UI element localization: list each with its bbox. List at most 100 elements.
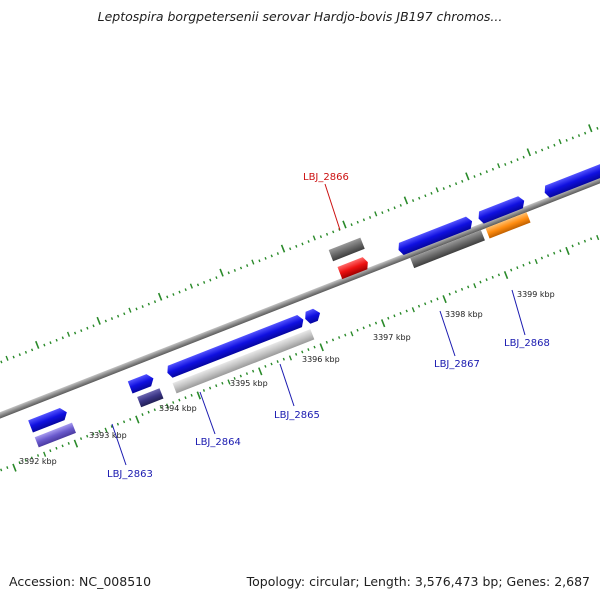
tick-mark [522,263,525,267]
tick-mark [215,276,218,280]
gene-label-lbj-2864[interactable]: LBJ_2864 [195,437,241,448]
tick-mark [485,170,488,174]
tick-mark [270,254,273,258]
tick-mark [203,281,206,284]
tick-mark [307,240,310,243]
tick-mark [12,355,15,359]
tick-mark [276,360,279,363]
tick-mark [159,405,163,409]
tick-mark [110,425,113,429]
gene-left-edge-lavender-bar [34,422,76,448]
gene-lbj-2868-orange-bar [485,212,531,239]
tick-mark [153,300,157,304]
tick-mark [196,283,200,287]
tick-mark [510,160,513,164]
tick-mark [307,348,310,351]
tick-mark [288,355,292,361]
tick-mark [417,304,421,308]
scale-label-3396: 3396 kbp [302,355,340,364]
tick-mark [454,290,457,294]
tick-mark [399,311,402,315]
tick-mark [577,134,581,137]
gene-lbj-2863-arrow [127,374,154,394]
tick-mark [86,434,89,438]
tick-mark [424,194,427,198]
gene-lbj-2867-gray-bar [410,230,485,269]
tick-mark [534,259,538,265]
tick-mark [497,163,501,169]
gene-label-lbj-2865[interactable]: LBJ_2865 [274,410,320,421]
tick-mark [264,364,267,368]
tick-mark [558,139,562,145]
tick-mark [196,391,202,400]
gene-label-lbj-2867[interactable]: LBJ_2867 [434,359,480,370]
tick-mark [258,259,261,263]
tick-mark [295,352,298,356]
tick-mark [448,184,452,188]
tick-mark [295,244,298,248]
gene-label-lbj-2863[interactable]: LBJ_2863 [107,469,153,480]
callout-line-lbj-2868 [511,289,526,336]
callout-line-lbj-2864 [199,391,216,435]
map-title: Leptospira borgpetersenii serovar Hardjo… [97,9,503,24]
tick-mark [202,389,206,392]
tick-mark [526,148,532,157]
tick-mark [479,280,482,284]
tick-mark [61,444,64,448]
tick-mark [559,249,562,253]
gene-lbj-2863-navy-box [137,388,164,408]
tick-mark [0,360,3,364]
tick-mark [251,369,255,373]
tick-mark [565,246,570,255]
tick-mark [178,290,181,294]
tick-mark [92,324,95,328]
tick-mark [219,268,224,277]
tick-mark [258,367,263,376]
tick-mark [479,172,482,176]
tick-mark [473,175,476,178]
scale-label-3395: 3395 kbp [230,379,268,388]
tick-mark [122,420,126,424]
tick-mark [460,287,464,291]
tick-mark [442,187,445,190]
tick-mark [540,256,544,260]
tick-mark [344,333,347,337]
gene-label-lbj-2868[interactable]: LBJ_2868 [504,338,550,349]
gene-right-edge-arrow [544,162,600,198]
tick-mark [393,206,396,210]
tick-mark [55,338,58,342]
gene-left-edge-arrow [28,408,67,433]
tick-mark [350,331,354,337]
tick-mark [411,307,415,313]
tick-mark [577,242,580,245]
gene-label-lbj-2866[interactable]: LBJ_2866 [303,172,349,183]
gene-lbj-2865-arrow [305,308,321,324]
tick-mark [430,191,433,195]
tick-mark [117,314,120,318]
tick-mark [190,393,193,397]
tick-mark [184,288,187,292]
tick-mark [0,468,3,472]
tick-mark [289,247,292,251]
tick-mark [332,230,335,234]
tick-mark [165,403,170,409]
tick-mark [442,295,447,304]
tick-mark [110,317,114,320]
tick-mark [435,187,439,193]
tick-mark [510,268,513,272]
tick-mark [239,374,242,378]
tick-mark [362,326,365,330]
tick-mark [215,384,218,388]
tick-mark [172,401,175,404]
tick-mark [516,158,519,162]
tick-mark [245,372,249,376]
tick-mark [49,341,52,345]
callout-line-lbj-2866 [324,183,341,231]
tick-mark [189,283,193,289]
tick-mark [319,343,324,352]
tick-mark [264,256,267,260]
tick-mark [276,252,279,255]
tick-mark [424,302,427,306]
tick-mark [596,126,599,130]
